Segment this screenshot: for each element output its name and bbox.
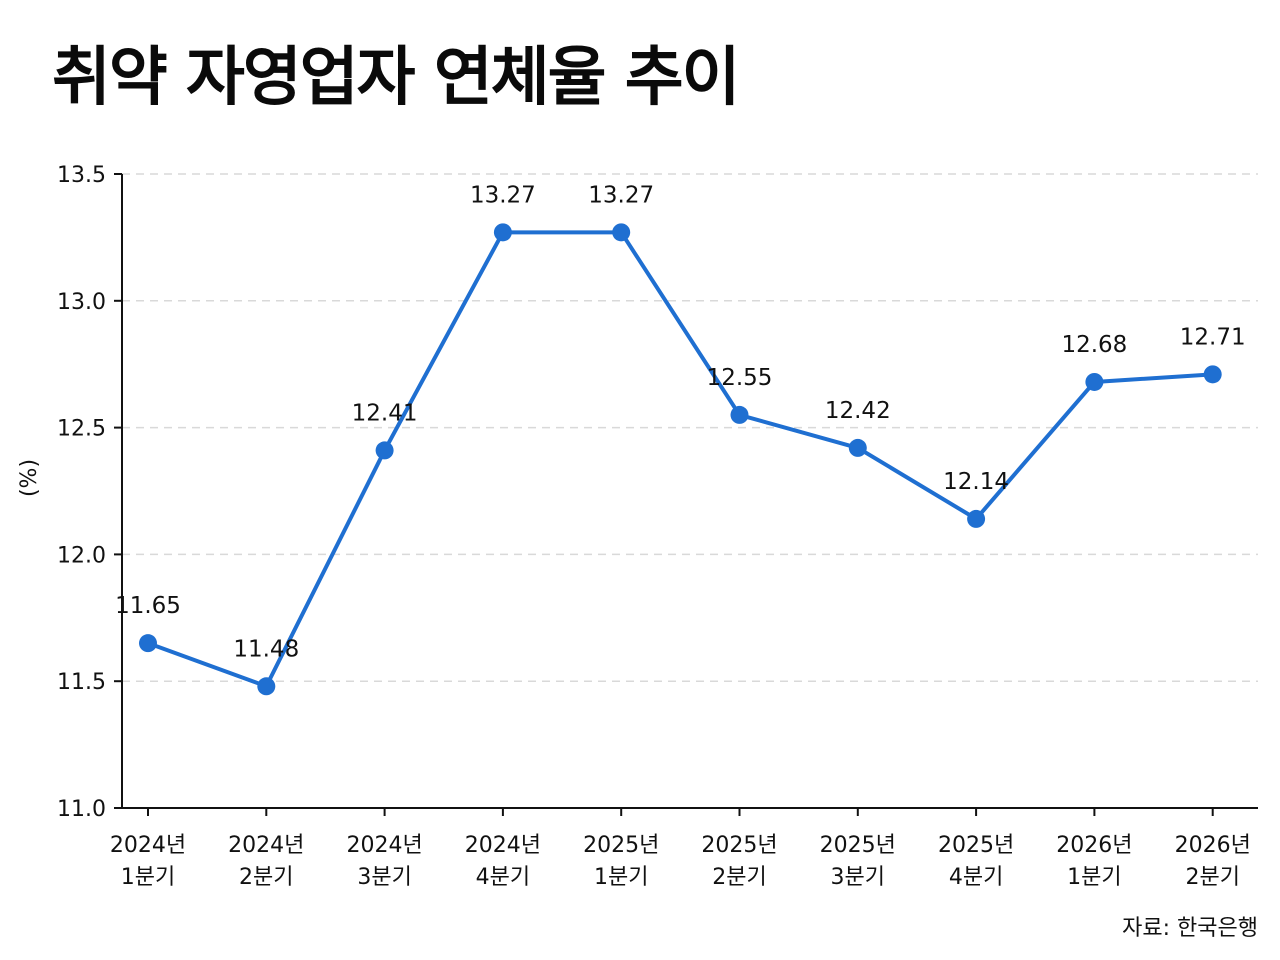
x-tick-label: 2025년 3분기	[820, 833, 896, 890]
data-label: 11.48	[233, 636, 299, 662]
data-label: 11.65	[115, 593, 181, 619]
y-tick-label: 13.5	[57, 163, 106, 188]
y-tick-label: 12.5	[57, 417, 106, 442]
data-point	[612, 223, 631, 242]
data-point	[257, 677, 276, 696]
x-tick-label: 2024년 2분기	[228, 833, 304, 890]
data-label: 13.27	[470, 182, 536, 208]
x-tick-label: 2024년 4분기	[465, 833, 541, 890]
y-tick-label: 11.5	[57, 670, 106, 695]
source-note: 자료: 한국은행	[1122, 916, 1258, 941]
x-axis-ticks: 2024년 1분기 2024년 2분기 2024년 3분기 2024년 4분기 2025년 1분기…	[110, 808, 1251, 890]
series-line-layer	[146, 230, 1215, 689]
grid-lines	[122, 173, 1258, 682]
y-tick-label: 13.0	[57, 290, 106, 315]
data-point	[493, 223, 512, 242]
data-label: 12.41	[352, 400, 418, 426]
y-axis-ticks: 11.0 11.5 12.0 12.5 13.0 13.5	[57, 163, 122, 822]
data-point	[1203, 365, 1222, 384]
x-tick-label: 2024년 3분기	[346, 833, 422, 890]
data-point	[848, 438, 867, 457]
data-label: 12.68	[1061, 332, 1127, 358]
x-tick-label: 2026년 1분기	[1056, 833, 1132, 890]
x-tick-label: 2025년 4분기	[938, 833, 1014, 890]
y-axis-label: (%)	[17, 459, 42, 497]
data-point	[730, 405, 749, 424]
data-point	[375, 441, 394, 460]
data-point	[1085, 372, 1104, 391]
data-label: 12.42	[825, 398, 891, 424]
y-tick-label: 12.0	[57, 543, 106, 568]
data-point	[967, 509, 986, 528]
data-label: 12.55	[707, 365, 773, 391]
data-label: 12.14	[943, 469, 1009, 495]
y-tick-label: 11.0	[57, 797, 106, 822]
data-label: 13.27	[588, 182, 654, 208]
data-label: 12.71	[1180, 324, 1246, 350]
data-point	[139, 634, 157, 653]
x-tick-label: 2026년 2분기	[1175, 833, 1251, 890]
data-labels: 11.65 11.48 12.41 13.27 13.27 12.55 12.42 12.14…	[115, 182, 1246, 662]
chart-title: 취약 자영업자 연체율 추이	[52, 41, 741, 115]
series-line	[146, 230, 1215, 689]
axes	[121, 174, 1258, 809]
data-points	[139, 223, 1222, 696]
x-tick-label: 2025년 1분기	[583, 833, 659, 890]
x-tick-label: 2025년 2분기	[701, 833, 777, 890]
x-tick-label: 2024년 1분기	[110, 833, 186, 890]
